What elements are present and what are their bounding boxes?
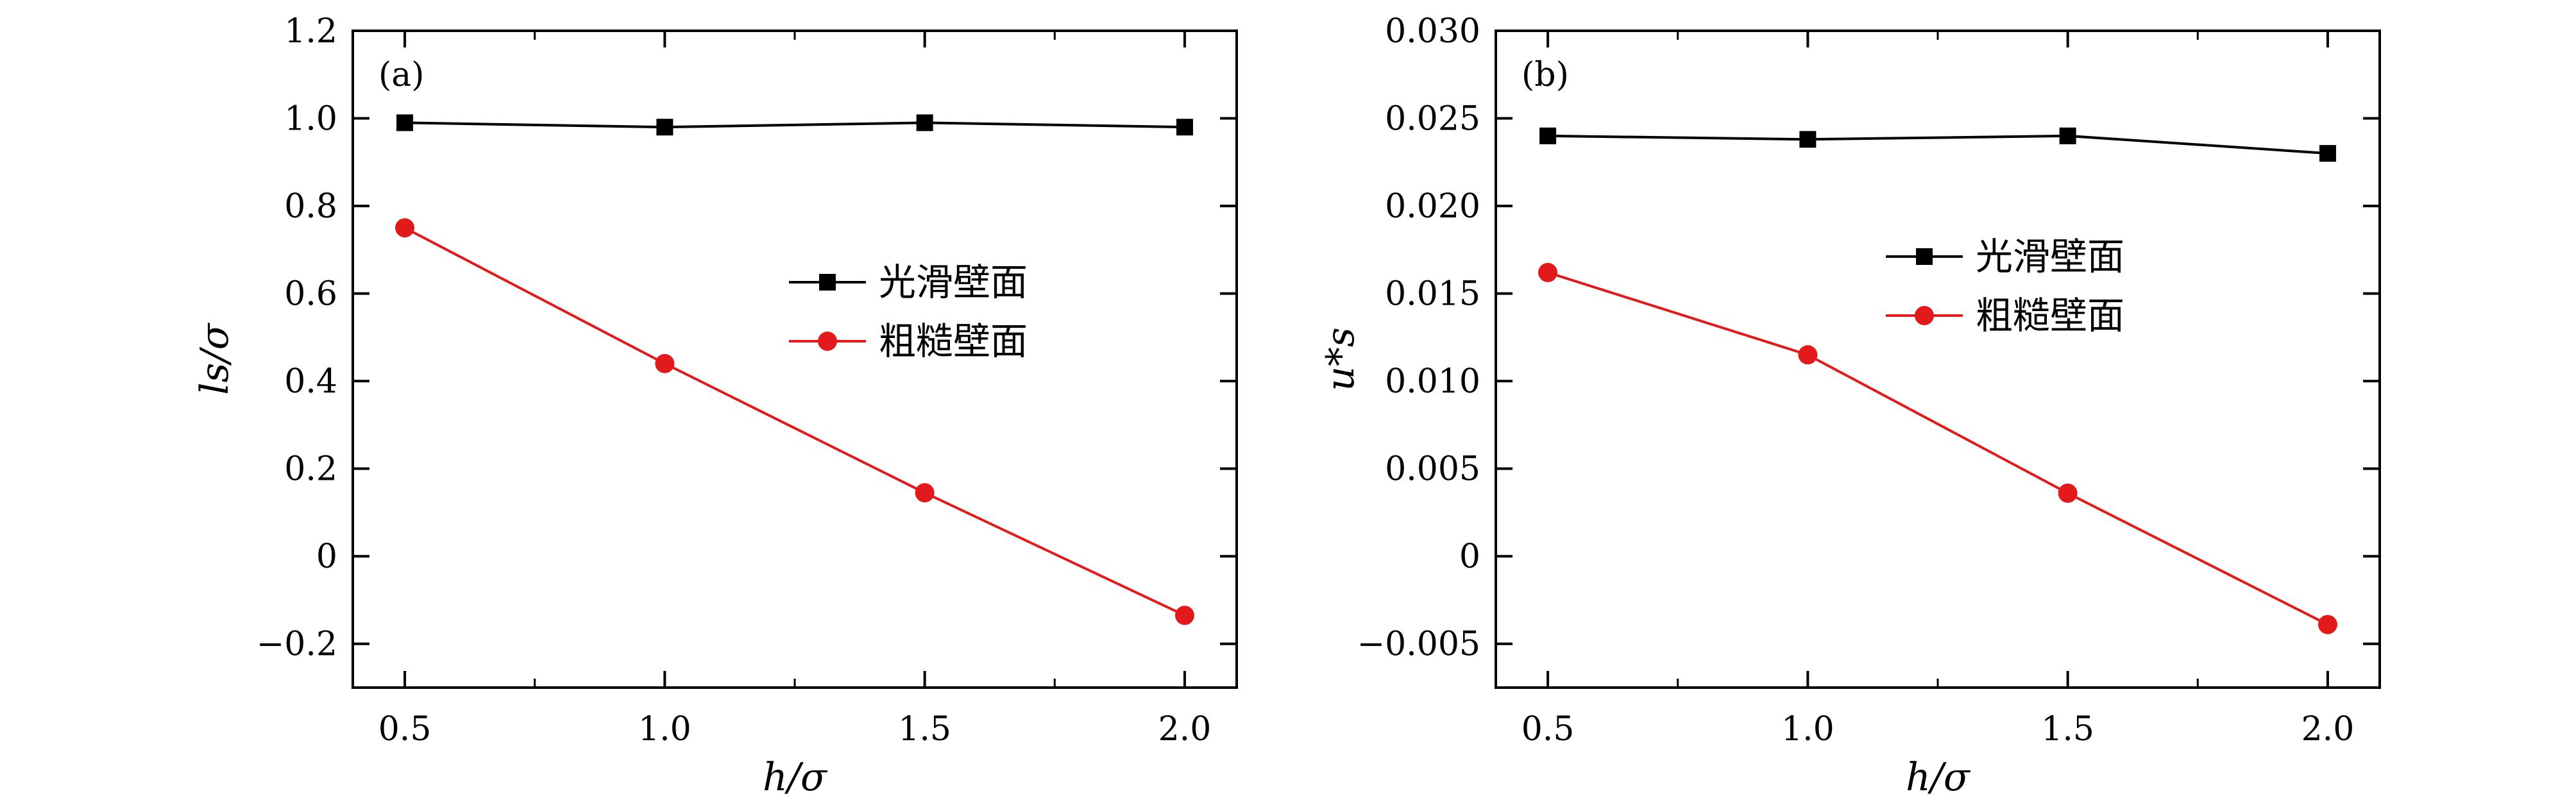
- x-tick-label: 2.0: [1158, 710, 1212, 749]
- y-tick-label: 0.015: [1385, 275, 1480, 314]
- chart-panel-b: −0.005 0 0.005 0.010 0.015 0.020 0.025 0.030 0.5…: [1318, 12, 2381, 796]
- legend-label: 光滑壁面: [879, 260, 1028, 304]
- plot-frame: [352, 30, 1238, 689]
- legend-marker-square: [1916, 248, 1933, 265]
- y-tick-label: 0.4: [284, 362, 337, 401]
- x-axis-label: h/σ: [1906, 755, 1971, 796]
- y-tick-label: 1.2: [284, 12, 337, 51]
- data-point-circle: [1538, 262, 1558, 282]
- x-tick-label: 1.0: [638, 710, 691, 749]
- panel-label: (b): [1521, 56, 1569, 94]
- data-point-square: [656, 119, 674, 136]
- legend-marker-circle: [1915, 306, 1934, 325]
- series-line-1: [405, 121, 1185, 129]
- legend-label: 粗糙壁面: [1976, 294, 2124, 337]
- data-point-square: [396, 114, 414, 131]
- y-axis-label: u*s: [1318, 327, 1363, 391]
- y-tick-label: 0.2: [284, 450, 337, 489]
- x-axis-label: h/σ: [763, 755, 828, 796]
- y-tick-label: −0.2: [257, 625, 337, 664]
- data-point-circle: [1174, 605, 1194, 625]
- data-point-circle: [915, 483, 935, 503]
- y-tick-label: 0.030: [1385, 12, 1480, 51]
- y-tick-label: 0.025: [1385, 100, 1480, 139]
- data-point-circle: [1798, 345, 1818, 365]
- legend-marker-square: [819, 274, 836, 291]
- data-point-square: [1799, 131, 1817, 148]
- data-point-circle: [2058, 483, 2078, 503]
- panel-label: (a): [378, 56, 425, 94]
- data-point-circle: [655, 353, 675, 373]
- x-tick-label: 1.0: [1781, 710, 1835, 749]
- y-tick-label: 0.010: [1385, 362, 1480, 401]
- series-line-1: [1548, 134, 2328, 155]
- y-tick-label: −0.005: [1357, 625, 1480, 664]
- x-tick-label: 1.5: [898, 710, 951, 749]
- data-point-square: [2319, 145, 2336, 162]
- data-point-circle: [2318, 614, 2337, 634]
- chart-panel-a: −0.2 0 0.2 0.4 0.6 0.8 1.0 1.2 0.5 1.0 1.5 2.0 h/σ ls…: [192, 12, 1238, 796]
- legend-marker-circle: [818, 332, 837, 351]
- y-tick-label: 0.8: [284, 187, 337, 226]
- y-tick-label: 0: [1459, 538, 1480, 576]
- y-tick-label: 0.020: [1385, 187, 1480, 226]
- legend-label: 光滑壁面: [1976, 235, 2124, 278]
- series-line-2: [1547, 271, 2328, 626]
- data-point-square: [916, 114, 933, 131]
- y-tick-label: 0.6: [284, 275, 337, 314]
- x-tick-label: 2.0: [2301, 710, 2355, 749]
- y-tick-label: 1.0: [284, 100, 337, 139]
- y-tick-label: 0: [316, 538, 337, 576]
- x-tick-label: 0.5: [1521, 710, 1575, 749]
- x-tick-label: 0.5: [378, 710, 432, 749]
- data-point-square: [1539, 127, 1557, 144]
- data-point-circle: [395, 218, 415, 238]
- x-tick-label: 1.5: [2041, 710, 2094, 749]
- data-point-square: [2059, 127, 2076, 144]
- y-tick-label: 0.005: [1385, 450, 1480, 489]
- series-line-2: [404, 226, 1185, 617]
- plot-frame: [1495, 30, 2381, 689]
- data-point-square: [1176, 119, 1193, 136]
- legend-label: 粗糙壁面: [879, 319, 1028, 363]
- y-axis-label: ls/σ: [192, 322, 237, 394]
